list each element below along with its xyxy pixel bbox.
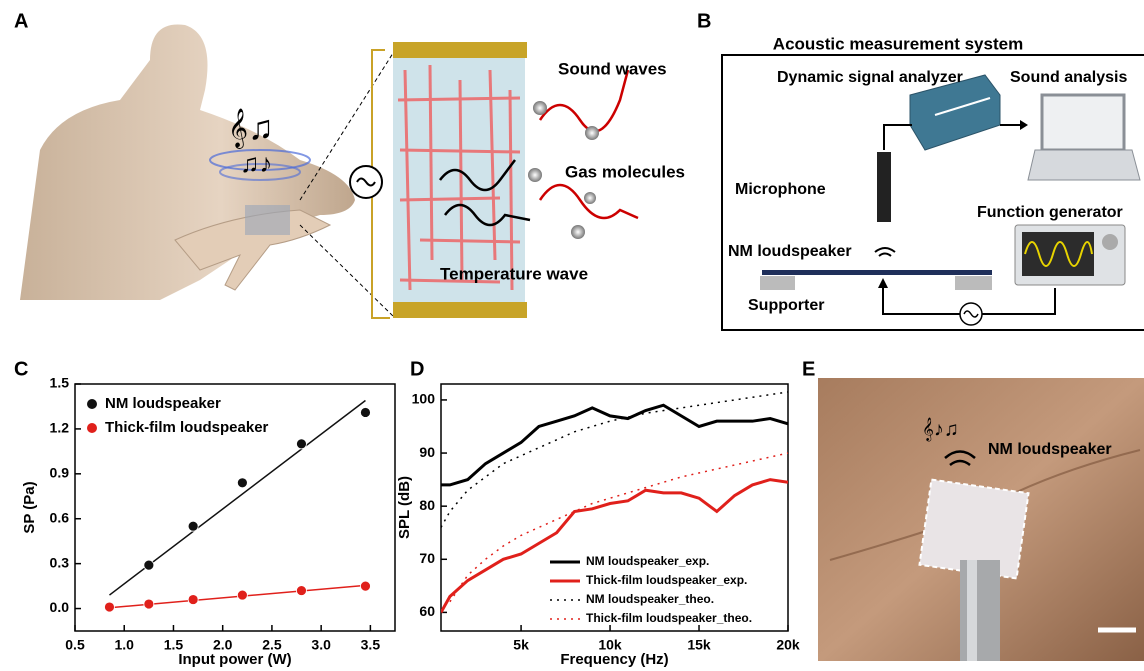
y-axis-title: SP (Pa)	[21, 481, 38, 533]
legend-label: Thick-film loudspeaker_theo.	[586, 611, 752, 625]
y-axis-title: SPL (dB)	[396, 476, 413, 539]
diagram-title: Acoustic measurement system	[773, 34, 1023, 53]
line	[441, 405, 788, 485]
annotation: NM loudspeaker	[988, 441, 1112, 458]
y-tick-label: 0.3	[50, 554, 70, 570]
legend-marker	[87, 423, 97, 433]
diagram-label: Microphone	[735, 181, 826, 198]
panel-label: E	[802, 358, 815, 380]
panel-label: C	[14, 358, 28, 380]
panel-label: A	[14, 10, 28, 32]
point	[188, 595, 198, 605]
y-tick-label: 0.9	[50, 465, 70, 481]
y-tick-label: 1.2	[50, 420, 70, 436]
point	[360, 407, 370, 417]
diagram-label: Dynamic signal analyzer	[777, 69, 963, 86]
annotation: Temperature wave	[440, 264, 588, 283]
panel-label: D	[410, 358, 424, 380]
legend-label: NM loudspeaker_exp.	[586, 554, 709, 568]
svg-text:♫♪: ♫♪	[240, 148, 273, 178]
point	[237, 590, 247, 600]
legend-label: Thick-film loudspeaker	[105, 419, 269, 436]
point	[296, 586, 306, 596]
y-tick-label: 80	[419, 497, 435, 513]
diagram-label: Supporter	[748, 297, 824, 314]
x-axis-title: Frequency (Hz)	[560, 651, 668, 668]
photo-e: 𝄞♪♫	[818, 378, 1144, 661]
point	[188, 521, 198, 531]
figure: A B C D E 𝄞♫ ♫♪ Sound waves Gas molecule…	[0, 0, 1144, 671]
annotation: Gas molecules	[565, 162, 685, 181]
y-tick-label: 100	[412, 391, 436, 407]
x-axis-title: Input power (W)	[178, 651, 291, 668]
x-tick-label: 15k	[687, 637, 711, 653]
x-tick-label: 0.5	[65, 637, 85, 653]
legend-label: NM loudspeaker	[105, 395, 221, 412]
point	[237, 478, 247, 488]
panel-label: B	[697, 10, 711, 32]
x-tick-label: 5k	[513, 637, 529, 653]
point	[144, 599, 154, 609]
diagram-label: Function generator	[977, 204, 1123, 221]
y-tick-label: 60	[419, 603, 435, 619]
annotation: Sound waves	[558, 59, 667, 78]
legend-label: NM loudspeaker_theo.	[586, 592, 714, 606]
legend-marker	[87, 399, 97, 409]
diagram-label: NM loudspeaker	[728, 243, 852, 260]
diagram-label: Sound analysis	[1010, 69, 1127, 86]
x-tick-label: 3.5	[361, 637, 381, 653]
legend-label: Thick-film loudspeaker_exp.	[586, 573, 747, 587]
y-tick-label: 1.5	[50, 375, 70, 391]
y-tick-label: 90	[419, 444, 435, 460]
x-tick-label: 3.0	[311, 637, 331, 653]
point	[144, 560, 154, 570]
point	[104, 602, 114, 612]
x-tick-label: 20k	[776, 637, 800, 653]
y-tick-label: 0.6	[50, 509, 70, 525]
point	[360, 581, 370, 591]
svg-text:𝄞♪♫: 𝄞♪♫	[922, 418, 959, 441]
svg-text:𝄞♫: 𝄞♫	[228, 109, 274, 149]
point	[296, 439, 306, 449]
y-tick-label: 70	[419, 550, 435, 566]
x-tick-label: 1.0	[114, 637, 134, 653]
y-tick-label: 0.0	[50, 599, 70, 615]
